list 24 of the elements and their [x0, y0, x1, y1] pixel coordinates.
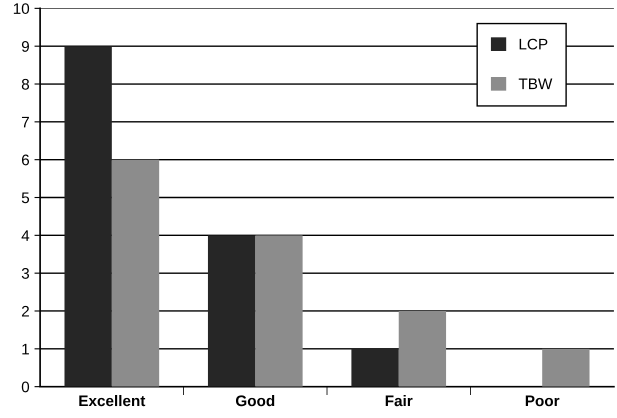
x-tick-label: Poor [526, 396, 560, 406]
y-tick-label: 8 [22, 78, 30, 90]
y-tick-label: 7 [22, 116, 29, 128]
y-tick-label: 3 [22, 268, 30, 279]
y-tick-label: 1 [22, 344, 29, 354]
legend-label: TBW [518, 78, 552, 90]
y-tick-label: 9 [22, 41, 29, 52]
bar [398, 310, 446, 387]
x-tick-label: Excellent [79, 394, 146, 406]
y-tick-label: 4 [22, 230, 30, 241]
y-tick-label: 0 [22, 382, 30, 392]
bar [208, 235, 256, 387]
legend-label: LCP [520, 38, 548, 50]
bar [112, 160, 160, 387]
bar [255, 235, 303, 387]
bar [351, 348, 399, 387]
y-tick-label: 6 [22, 154, 30, 166]
bar [542, 348, 590, 387]
bar [64, 46, 112, 387]
x-tick-label: Good [236, 394, 274, 406]
x-tick-label: Fair [386, 394, 413, 406]
y-tick-label: 2 [22, 306, 29, 317]
y-tick-label: 10 [14, 3, 30, 14]
y-tick-label: 5 [22, 192, 30, 204]
